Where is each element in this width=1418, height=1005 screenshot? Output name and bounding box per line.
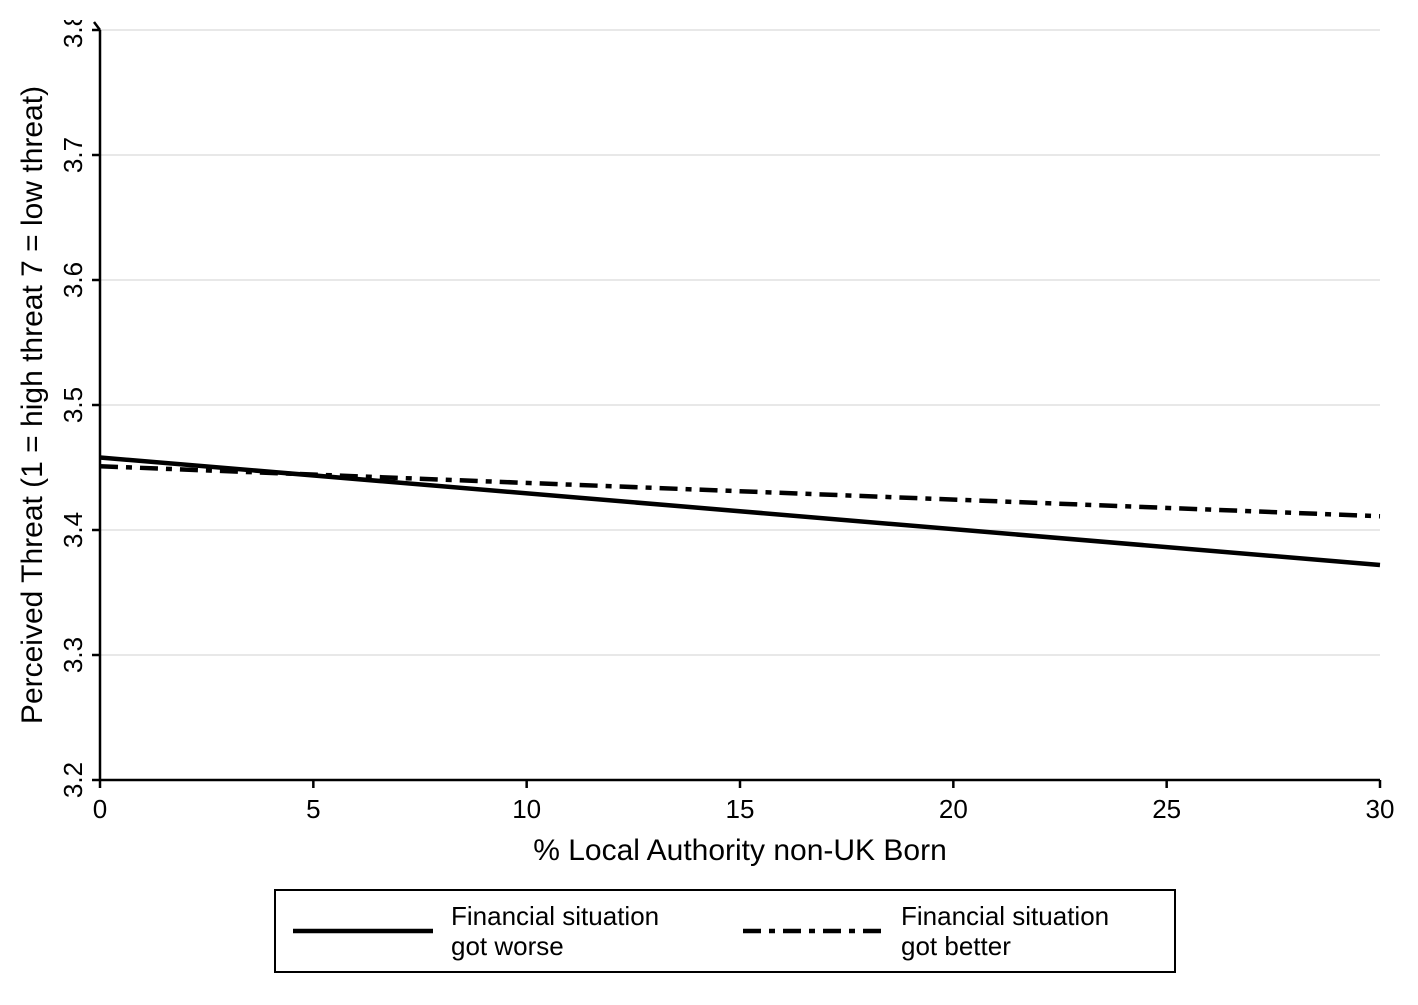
y-tick-label: 3.6 bbox=[58, 262, 88, 298]
y-tick-label: 3.5 bbox=[58, 387, 88, 423]
chart-svg: 0 5 10 15 20 25 30 % Local Authority non-UK Bor… bbox=[20, 20, 1398, 985]
x-tick-label: 0 bbox=[93, 794, 107, 824]
y-tick-label: 3.4 bbox=[58, 512, 88, 548]
y-axis-label: Perceived Threat (1 = high threat 7 = lo… bbox=[20, 86, 49, 724]
line-chart: 0 5 10 15 20 25 30 % Local Authority non-UK Bor… bbox=[20, 20, 1398, 985]
x-tick-label: 25 bbox=[1152, 794, 1181, 824]
y-tick-label: 3.2 bbox=[58, 762, 88, 798]
x-tick-label: 5 bbox=[306, 794, 320, 824]
x-tick-label: 30 bbox=[1366, 794, 1395, 824]
x-tick-label: 20 bbox=[939, 794, 968, 824]
y-tick-label: 3.7 bbox=[58, 137, 88, 173]
x-tick-label: 15 bbox=[726, 794, 755, 824]
y-tick-label: 3.8 bbox=[58, 20, 88, 48]
y-tick-label: 3.3 bbox=[58, 637, 88, 673]
x-axis-label: % Local Authority non-UK Born bbox=[533, 834, 947, 867]
x-tick-label: 10 bbox=[512, 794, 541, 824]
